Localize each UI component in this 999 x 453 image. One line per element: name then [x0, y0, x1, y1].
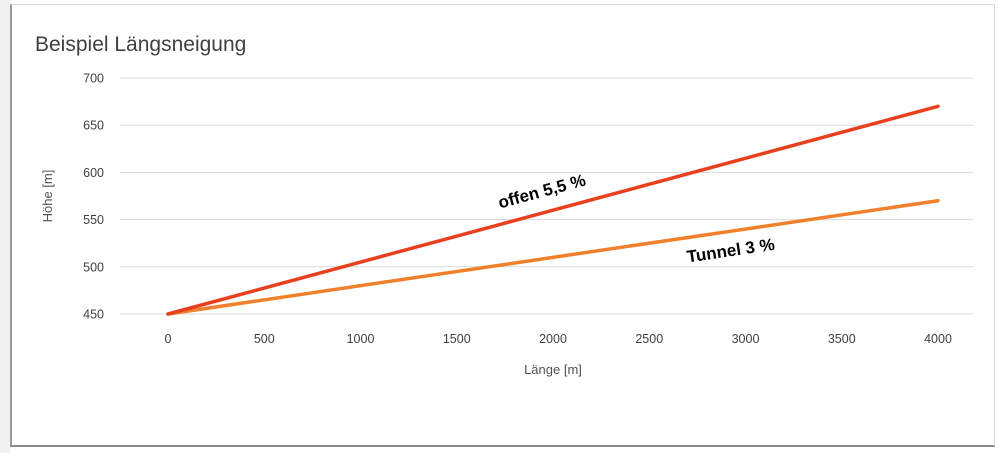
y-tick-label: 650	[83, 119, 104, 133]
x-axis-ticks: 0 500 1000 1500 2000 2500 3000 3500 4000	[165, 332, 952, 346]
y-axis-title: Höhe [m]	[40, 170, 55, 223]
y-axis-ticks: 450 500 550 600 650 700	[83, 72, 104, 322]
y-tick-label: 450	[83, 308, 104, 322]
x-tick-label: 2500	[635, 332, 663, 346]
series-lines	[166, 104, 940, 316]
x-tick-label: 500	[254, 332, 275, 346]
x-tick-label: 0	[165, 332, 172, 346]
y-tick-label: 550	[83, 213, 104, 227]
x-tick-label: 3500	[828, 332, 856, 346]
x-tick-label: 4000	[924, 332, 952, 346]
series-line	[166, 198, 940, 316]
series-labels: offen 5,5 %Tunnel 3 %	[496, 171, 776, 267]
series-label: Tunnel 3 %	[686, 235, 776, 267]
window-left-edge	[0, 0, 10, 453]
x-tick-label: 1000	[347, 332, 375, 346]
x-tick-label: 1500	[443, 332, 471, 346]
series-line	[166, 104, 940, 316]
y-tick-label: 600	[83, 166, 104, 180]
x-tick-label: 2000	[539, 332, 567, 346]
x-axis-title: Länge [m]	[524, 362, 582, 377]
x-tick-label: 3000	[732, 332, 760, 346]
chart-title: Beispiel Längsneigung	[35, 33, 246, 56]
grid-lines	[120, 77, 973, 315]
y-tick-label: 700	[83, 72, 104, 86]
y-tick-label: 500	[83, 260, 104, 274]
